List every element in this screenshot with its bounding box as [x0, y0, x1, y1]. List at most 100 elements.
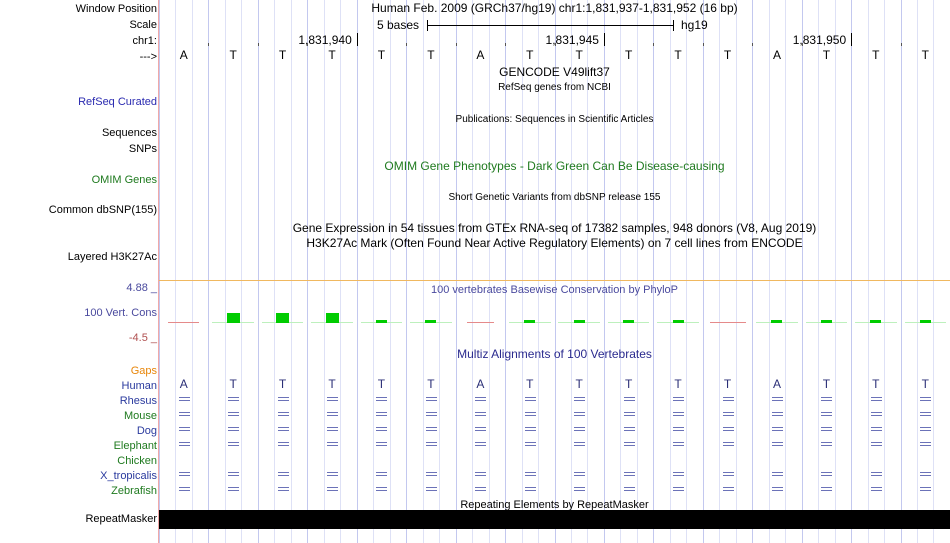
- alignment-dash: [277, 487, 289, 488]
- alignment-dash: [425, 415, 437, 416]
- conservation-bar: [375, 320, 387, 323]
- alignment-dash: [722, 427, 734, 428]
- sequence-base: T: [575, 48, 583, 62]
- alignment-dash: [425, 400, 437, 401]
- alignment-dash: [475, 430, 487, 431]
- grid-line-minor: [191, 0, 193, 543]
- alignment-dash: [870, 430, 882, 431]
- sequence-base: T: [278, 48, 287, 62]
- alignment-dash: [425, 490, 437, 491]
- alignment-base-human: T: [377, 377, 386, 391]
- ruler-coord-label: 1,831,950: [792, 33, 847, 47]
- alignment-dash: [228, 490, 240, 491]
- ruler-coord-label: 1,831,940: [298, 33, 352, 47]
- alignment-dash: [920, 415, 932, 416]
- alignment-dash: [277, 490, 289, 491]
- alignment-dash: [475, 397, 487, 398]
- sequence-base: A: [476, 48, 485, 62]
- alignment-dash: [821, 445, 833, 446]
- ruler-tick-minor: [702, 43, 704, 46]
- alignment-dash: [870, 400, 882, 401]
- alignment-dash: [425, 445, 437, 446]
- alignment-dash: [178, 487, 190, 488]
- alignment-dash: [920, 400, 932, 401]
- species-label-chicken: Chicken: [117, 455, 157, 467]
- alignment-dash: [524, 487, 536, 488]
- alignment-dash: [524, 430, 536, 431]
- alignment-dash: [178, 430, 190, 431]
- sequence-base: T: [822, 48, 831, 62]
- alignment-dash: [524, 415, 536, 416]
- sequence-base: T: [229, 48, 237, 62]
- alignment-dash: [870, 397, 882, 398]
- track-title-refseq-ncbi: RefSeq genes from NCBI: [498, 82, 611, 93]
- sequence-base: T: [872, 48, 880, 62]
- alignment-base-human: T: [427, 377, 435, 391]
- alignment-dash: [920, 475, 932, 476]
- repeatmasker-bar[interactable]: [159, 510, 950, 529]
- grid-line: [505, 0, 507, 543]
- alignment-dash: [821, 415, 833, 416]
- alignment-dash: [228, 400, 240, 401]
- alignment-dash: [277, 397, 289, 398]
- alignment-base-human: T: [278, 377, 287, 391]
- grid-line-minor: [422, 0, 424, 543]
- grid-line: [455, 0, 457, 543]
- ruler-tick-minor: [208, 43, 210, 46]
- alignment-dash: [673, 412, 685, 413]
- track-title-dbsnp: Short Genetic Variants from dbSNP releas…: [448, 192, 661, 203]
- alignment-dash: [178, 397, 190, 398]
- alignment-dash: [327, 412, 339, 413]
- ruler-coord-label: 1,831,945: [545, 33, 599, 47]
- scale-bar-cap-left: [427, 20, 428, 31]
- alignment-dash: [771, 490, 783, 491]
- alignment-dash: [475, 472, 487, 473]
- alignment-dash: [228, 487, 240, 488]
- alignment-dash: [821, 427, 833, 428]
- conservation-top-border: [159, 280, 950, 281]
- alignment-dash: [475, 412, 487, 413]
- alignment-dash: [376, 487, 388, 488]
- species-label-x_tropicalis: X_tropicalis: [100, 470, 157, 482]
- alignment-base-human: A: [772, 377, 781, 391]
- grid-line: [603, 0, 605, 543]
- alignment-dash: [475, 415, 487, 416]
- alignment-dash: [920, 490, 932, 491]
- grid-line-minor: [224, 0, 226, 543]
- alignment-dash: [475, 427, 487, 428]
- ruler-tick-minor: [257, 43, 259, 46]
- label-refseq-curated: RefSeq Curated: [78, 96, 157, 108]
- alignment-dash: [277, 472, 289, 473]
- conservation-bar: [573, 320, 585, 323]
- track-canvas[interactable]: Human Feb. 2009 (GRCh37/hg19) chr1:1,831…: [159, 0, 950, 543]
- alignment-base-human: T: [575, 377, 583, 391]
- alignment-dash: [673, 490, 685, 491]
- alignment-dash: [920, 487, 932, 488]
- alignment-dash: [920, 412, 932, 413]
- alignment-dash: [722, 472, 734, 473]
- ruler-tick-major: [356, 33, 358, 46]
- alignment-dash: [870, 427, 882, 428]
- ruler-tick-major: [851, 33, 853, 46]
- alignment-dash: [327, 415, 339, 416]
- alignment-dash: [228, 472, 240, 473]
- alignment-dash: [475, 490, 487, 491]
- grid-line-minor: [620, 0, 622, 543]
- alignment-dash: [821, 472, 833, 473]
- alignment-dash: [673, 487, 685, 488]
- alignment-dash: [771, 427, 783, 428]
- alignment-dash: [574, 487, 586, 488]
- alignment-dash: [228, 445, 240, 446]
- alignment-dash: [277, 442, 289, 443]
- alignment-dash: [623, 415, 635, 416]
- alignment-dash: [673, 442, 685, 443]
- alignment-dash: [722, 487, 734, 488]
- grid-line: [406, 0, 408, 543]
- alignment-dash: [574, 490, 586, 491]
- alignment-dash: [178, 442, 190, 443]
- grid-line-minor: [537, 0, 539, 543]
- alignment-dash: [722, 445, 734, 446]
- alignment-dash: [623, 445, 635, 446]
- scale-bar-line: [427, 25, 674, 26]
